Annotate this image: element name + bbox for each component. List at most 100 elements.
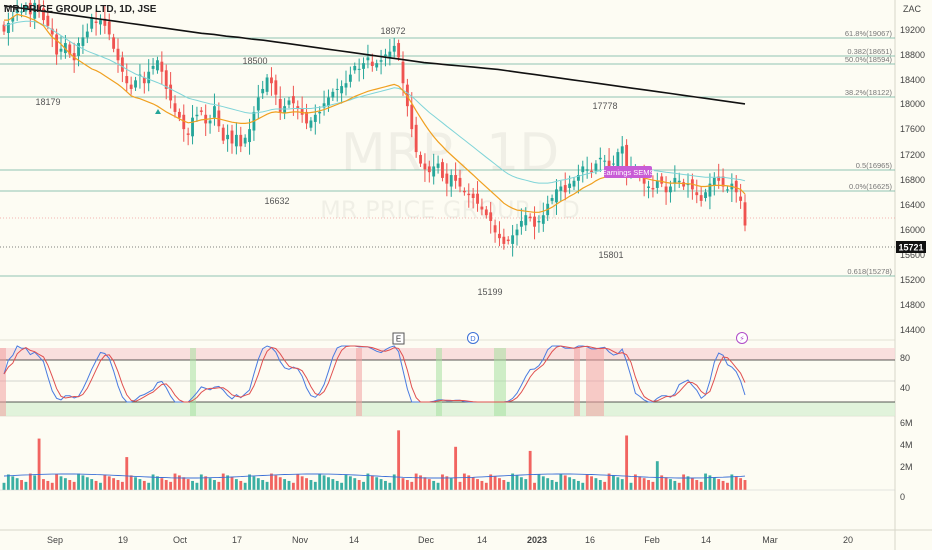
volume-bar [142, 480, 146, 490]
candle-body [199, 110, 203, 112]
split-event-icon[interactable] [736, 332, 748, 344]
candle-body [612, 163, 615, 165]
candle-body [331, 91, 335, 98]
volume-bar [625, 435, 629, 490]
candle-body [423, 163, 427, 170]
volume-bar [348, 476, 352, 490]
candle-body [156, 60, 159, 71]
volume-bar [147, 482, 151, 490]
time-axis[interactable]: Sep 19 Oct 17 Nov 14 Dec 14 2023 16 Feb 14 Mar 20 [47, 535, 853, 545]
volume-bar [327, 477, 330, 490]
time-tick-label: Sep [47, 535, 63, 545]
candle-body [484, 209, 488, 216]
fib-label: 0.5(16965) [856, 161, 893, 170]
candle-body [699, 195, 703, 201]
candle-body [620, 146, 624, 154]
candle-body [243, 137, 247, 144]
candle-body [384, 54, 387, 56]
volume-bar [375, 477, 379, 490]
candle-body [695, 192, 699, 196]
volume-bar [598, 480, 602, 490]
candle-body [234, 134, 238, 147]
candle-body [550, 198, 554, 201]
volume-bar [524, 479, 528, 490]
earnings-badge[interactable] [604, 166, 652, 178]
price-extreme-label: 15199 [477, 287, 502, 297]
candle-body [664, 186, 668, 193]
time-tick-label: 2023 [527, 535, 547, 545]
candle-body [344, 83, 348, 88]
candle-body [335, 88, 339, 90]
volume-bar [50, 482, 54, 490]
volume-bar [134, 477, 137, 490]
price-axis[interactable]: 19200 18800 18400 18000 17600 17200 16800 16400… [900, 25, 925, 502]
fib-label: 50.0%(18594) [845, 55, 893, 64]
candle-body [68, 44, 72, 55]
volume-bar [405, 480, 409, 490]
volume-bar [410, 481, 414, 490]
volume-bar [397, 430, 401, 490]
candle-body [660, 176, 664, 184]
volume-bar [243, 482, 247, 490]
volume-bar [59, 476, 63, 490]
volume-bar [129, 475, 133, 490]
stoch-signal-zone [356, 348, 362, 416]
candle-body [581, 166, 585, 173]
chart-title: MR PRICE GROUP LTD, 1D, JSE [4, 4, 157, 15]
candle-body [77, 43, 80, 56]
price-tick-label: 15200 [900, 275, 925, 285]
candle-body [164, 70, 168, 89]
volume-bar [581, 482, 585, 490]
volume-bar [739, 478, 743, 490]
stoch-k-line [3, 345, 746, 403]
currency-label: ZAC [903, 4, 922, 14]
candle-body [221, 127, 225, 141]
stoch-signal-zone [0, 348, 6, 416]
candle-body [239, 134, 243, 147]
volume-bar [708, 475, 712, 490]
last-price-badge [896, 241, 926, 253]
volume-bar [489, 474, 493, 490]
price-tick-label: 19200 [900, 25, 925, 35]
candle-body [256, 97, 260, 111]
price-extreme-label: 18972 [380, 26, 405, 36]
candle-body [366, 57, 370, 61]
dividend-event-icon[interactable] [467, 332, 479, 344]
volume-bar [55, 474, 59, 490]
candle-body [467, 193, 471, 196]
candle-body [55, 34, 59, 55]
candle-body [226, 134, 230, 140]
candle-body [419, 154, 422, 164]
volume-bar [340, 482, 344, 490]
volume-bar [256, 478, 260, 490]
volume-bar [120, 481, 124, 490]
volume-bar [138, 479, 142, 490]
price-tick-label: 16000 [900, 225, 925, 235]
candle-body [541, 215, 545, 224]
candle-body [309, 120, 313, 128]
candle-body [462, 190, 466, 193]
candle-body [427, 166, 431, 173]
volume-bar [68, 480, 72, 490]
volume-bar [651, 481, 655, 490]
candle-body [471, 193, 475, 198]
volume-bar [441, 474, 444, 490]
volume-bar [436, 482, 440, 490]
candle-body [506, 239, 510, 242]
candle-body [103, 18, 107, 26]
volume-bar [116, 480, 120, 490]
candle-body [186, 133, 190, 135]
volume-bar [537, 474, 541, 490]
volume-bar [335, 480, 339, 490]
ma-long-line [3, 4, 746, 105]
candle-body [265, 77, 269, 92]
earnings-event-icon[interactable] [392, 332, 405, 345]
volume-bar [655, 461, 659, 490]
candle-body [305, 111, 308, 124]
stochastic-lines [3, 345, 746, 403]
volume-bar [2, 482, 6, 490]
volume-bar [156, 476, 159, 490]
candle-body [555, 189, 558, 203]
volume-tick-label: 0 [900, 492, 905, 502]
